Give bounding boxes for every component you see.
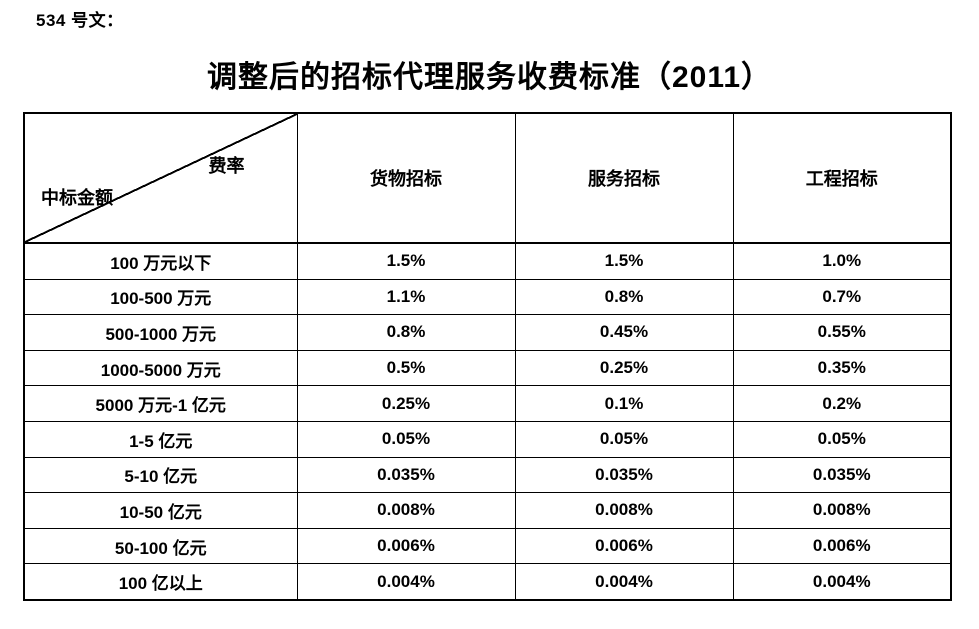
column-header-services: 服务招标 bbox=[514, 112, 734, 244]
table-row: 100-500 万元 1.1% 0.8% 0.7% bbox=[23, 278, 952, 316]
rate-cell: 0.05% bbox=[296, 420, 516, 458]
table-row: 5-10 亿元 0.035% 0.035% 0.035% bbox=[23, 456, 952, 494]
rate-cell: 0.004% bbox=[296, 563, 516, 601]
amount-cell: 100-500 万元 bbox=[23, 278, 298, 316]
rate-cell: 0.004% bbox=[514, 563, 734, 601]
doc-number-label: 534 号文： bbox=[36, 11, 124, 30]
rate-cell: 1.0% bbox=[732, 242, 952, 280]
amount-cell: 100 万元以下 bbox=[23, 242, 298, 280]
rate-cell: 0.05% bbox=[514, 420, 734, 458]
rate-cell: 0.035% bbox=[296, 456, 516, 494]
table-row: 50-100 亿元 0.006% 0.006% 0.006% bbox=[23, 527, 952, 565]
table-header-row: 费率 中标金额 货物招标 服务招标 工程招标 bbox=[23, 112, 952, 244]
table-row: 5000 万元-1 亿元 0.25% 0.1% 0.2% bbox=[23, 385, 952, 422]
rate-cell: 0.7% bbox=[732, 278, 952, 316]
rate-cell: 0.035% bbox=[732, 456, 952, 494]
rate-cell: 0.5% bbox=[296, 349, 516, 387]
rate-cell: 1.5% bbox=[514, 242, 734, 280]
rate-cell: 0.035% bbox=[514, 456, 734, 494]
table-row: 100 万元以下 1.5% 1.5% 1.0% bbox=[23, 242, 952, 280]
column-header-goods: 货物招标 bbox=[296, 112, 516, 244]
diagonal-corner-cell: 费率 中标金额 bbox=[23, 112, 298, 244]
page-title: 调整后的招标代理服务收费标准（2011） bbox=[206, 61, 773, 94]
rate-cell: 0.008% bbox=[296, 492, 516, 529]
rate-cell: 0.05% bbox=[732, 420, 952, 458]
rate-cell: 0.2% bbox=[732, 385, 952, 422]
amount-cell: 5000 万元-1 亿元 bbox=[23, 385, 298, 422]
fee-rate-table: 费率 中标金额 货物招标 服务招标 工程招标 100 万元以下 1.5% 1.5… bbox=[23, 112, 952, 601]
rate-cell: 0.8% bbox=[514, 278, 734, 316]
table-row: 500-1000 万元 0.8% 0.45% 0.55% bbox=[23, 314, 952, 351]
rate-cell: 0.25% bbox=[296, 385, 516, 422]
rate-cell: 0.006% bbox=[296, 527, 516, 565]
rate-cell: 0.1% bbox=[514, 385, 734, 422]
amount-cell: 500-1000 万元 bbox=[23, 314, 298, 351]
table-row: 1000-5000 万元 0.5% 0.25% 0.35% bbox=[23, 349, 952, 387]
amount-cell: 1000-5000 万元 bbox=[23, 349, 298, 387]
rate-cell: 0.006% bbox=[514, 527, 734, 565]
corner-label-amount: 中标金额 bbox=[41, 188, 113, 208]
amount-cell: 5-10 亿元 bbox=[23, 456, 298, 494]
rate-cell: 0.008% bbox=[514, 492, 734, 529]
rate-cell: 0.8% bbox=[296, 314, 516, 351]
rate-cell: 0.008% bbox=[732, 492, 952, 529]
amount-cell: 100 亿以上 bbox=[23, 563, 298, 601]
rate-cell: 0.25% bbox=[514, 349, 734, 387]
rate-cell: 0.35% bbox=[732, 349, 952, 387]
rate-cell: 0.004% bbox=[732, 563, 952, 601]
column-header-engineering: 工程招标 bbox=[732, 112, 952, 244]
rate-cell: 0.006% bbox=[732, 527, 952, 565]
rate-cell: 0.45% bbox=[514, 314, 734, 351]
amount-cell: 1-5 亿元 bbox=[23, 420, 298, 458]
amount-cell: 50-100 亿元 bbox=[23, 527, 298, 565]
table-row: 10-50 亿元 0.008% 0.008% 0.008% bbox=[23, 492, 952, 529]
table-row: 100 亿以上 0.004% 0.004% 0.004% bbox=[23, 563, 952, 601]
amount-cell: 10-50 亿元 bbox=[23, 492, 298, 529]
table-row: 1-5 亿元 0.05% 0.05% 0.05% bbox=[23, 420, 952, 458]
rate-cell: 1.1% bbox=[296, 278, 516, 316]
corner-label-rate: 费率 bbox=[208, 156, 245, 176]
rate-cell: 0.55% bbox=[732, 314, 952, 351]
rate-cell: 1.5% bbox=[296, 242, 516, 280]
